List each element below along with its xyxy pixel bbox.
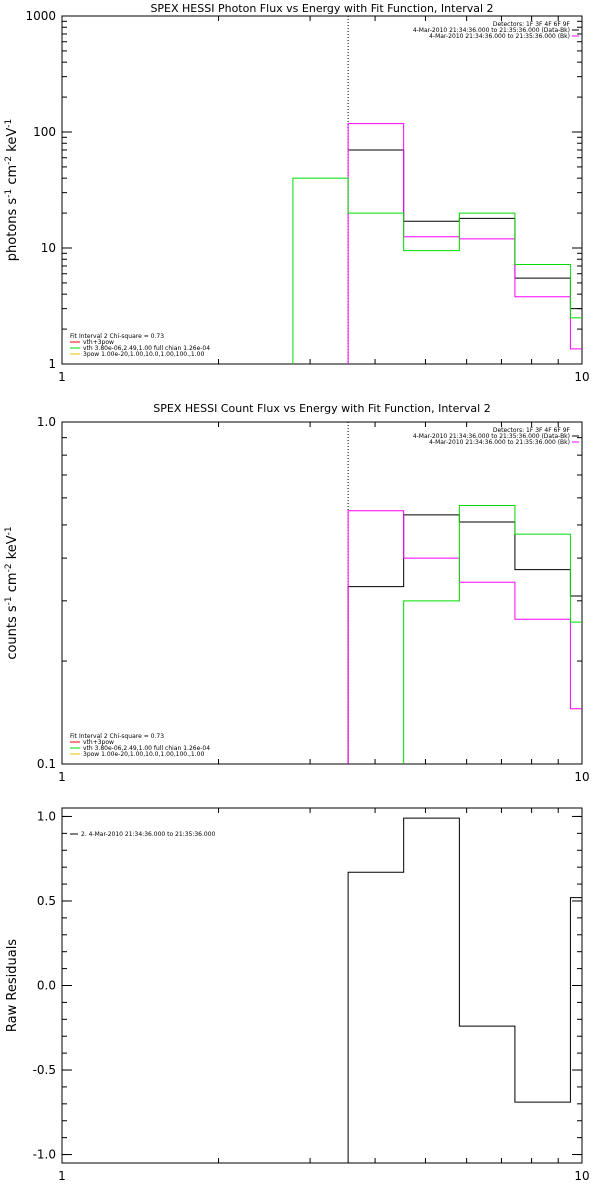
series-2-step-line [347,123,582,364]
series-1-step-line [347,514,582,764]
series-3-step-line [347,504,582,764]
y-tick-label: -0.5 [33,1063,56,1077]
y-tick-label: -1.0 [33,1148,56,1162]
y-tick-label: 0.1 [37,757,56,771]
x-tick-label: 10 [574,370,589,384]
legend-entry: 4-Mar-2010 21:34:36.000 to 21:35:36.000 … [429,33,570,40]
legend-entry: 4-Mar-2010 21:34:36.000 to 21:35:36.000 … [413,433,570,440]
legend-entry: 4-Mar-2010 21:34:36.000 to 21:35:36.000 … [429,439,570,446]
series-1-step-line [347,817,582,1163]
y-axis-label: counts s-1 cm-2 keV-1 [4,526,20,659]
y-axis-label: photons s-1 cm-2 keV-1 [4,119,20,261]
series-3-step-line [292,177,582,364]
plot-frame [61,807,583,1164]
plot-frame [61,15,583,365]
x-tick-label: 1 [58,1169,66,1183]
y-tick-label: 1.0 [37,809,56,823]
legend-entry: vth 3.80e-06,2.49,1.00 full chian 1.26e-… [83,745,210,752]
y-tick-label: 1.0 [37,415,56,429]
y-tick-label: 1000 [25,9,56,23]
plot-frame [61,421,583,765]
x-tick-label: 10 [574,770,589,784]
x-tick-label: 1 [58,770,66,784]
legend-entry: Detectors: 1F 3F 4F 6F 9F [493,427,571,434]
chart-title: SPEX HESSI Photon Flux vs Energy with Fi… [150,2,493,15]
y-tick-label: 1 [48,357,56,371]
series-1-step-line [348,149,582,310]
legend-entry: vth+3pow [83,339,114,346]
chart-panel-1: SPEX HESSI Photon Flux vs Energy with Fi… [4,2,590,384]
legend-entry: 3pow 1.00e-20,1.00,10.0,1.00,100.,1.00 [83,751,204,758]
chart-title: SPEX HESSI Count Flux vs Energy with Fit… [153,402,490,415]
legend-entry: Detectors: 1F 3F 4F 6F 9F [493,21,571,28]
y-tick-label: 0.5 [37,894,56,908]
legend-entry: 2. 4-Mar-2010 21:34:36.000 to 21:35:36.0… [81,831,216,838]
legend-entry: vth+3pow [83,739,114,746]
legend-entry: Fit Interval 2 Chi-square = 0.73 [70,333,164,340]
y-tick-label: 0.0 [37,979,56,993]
y-axis-label: Raw Residuals [5,939,20,1032]
chart-panel-2: SPEX HESSI Count Flux vs Energy with Fit… [4,402,590,784]
legend-entry: vth 3.80e-06,2.49,1.00 full chian 1.26e-… [83,345,210,352]
chart-panel-3: 1 10 -1.0 -0.5 0.0 0.5 1.0 Raw Residuals 2. 4-Ma… [5,807,590,1183]
series-2-step-line [347,510,582,764]
x-tick-label: 1 [58,370,66,384]
legend-entry: 4-Mar-2010 21:34:36.000 to 21:35:36.000 … [413,27,570,34]
y-tick-label: 10 [41,241,56,255]
y-tick-label: 100 [33,125,56,139]
legend-entry: Fit Interval 2 Chi-square = 0.73 [70,733,164,740]
x-tick-label: 10 [574,1169,589,1183]
legend-entry: 3pow 1.00e-20,1.00,10.0,1.00,100.,1.00 [83,351,204,358]
